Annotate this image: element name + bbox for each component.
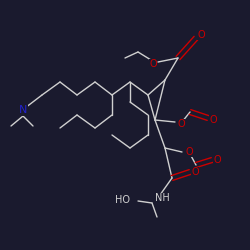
Text: HO: HO [115, 195, 130, 205]
Text: NH: NH [154, 193, 170, 203]
Text: N: N [19, 105, 27, 115]
Text: O: O [191, 167, 199, 177]
Text: O: O [213, 155, 221, 165]
Text: O: O [209, 115, 217, 125]
Text: O: O [149, 59, 157, 69]
Text: O: O [186, 147, 194, 157]
Text: O: O [177, 119, 184, 129]
Text: O: O [197, 30, 205, 40]
